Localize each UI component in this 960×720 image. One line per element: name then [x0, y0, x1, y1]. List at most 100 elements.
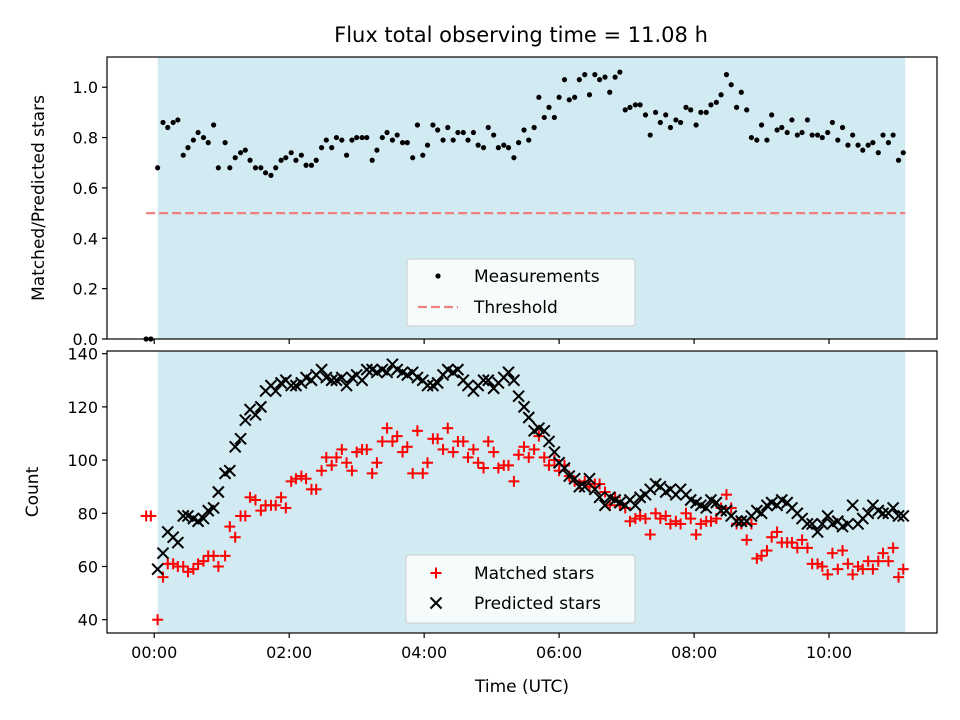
y-tick-label: 0.6	[73, 179, 98, 198]
matched-star-point	[872, 555, 884, 567]
y-tick-label: 0.8	[73, 129, 98, 148]
y-tick-label: 120	[67, 398, 98, 417]
predicted-star-point	[629, 499, 642, 512]
measurement-point	[455, 129, 461, 136]
predicted-star-point	[735, 515, 748, 528]
measurement-point	[546, 104, 552, 110]
matched-star-point	[336, 443, 348, 455]
predicted-star-point	[588, 483, 602, 496]
measurement-point	[333, 134, 340, 141]
predicted-star-point	[380, 366, 394, 379]
measurement-point	[283, 155, 289, 161]
matched-star-point	[255, 505, 267, 517]
matched-star-point	[644, 529, 656, 541]
measurement-point	[885, 140, 892, 146]
matched-star-point	[893, 571, 905, 583]
predicted-star-point	[340, 379, 353, 392]
measurement-point	[632, 102, 638, 108]
measurement-point	[258, 165, 264, 171]
y-tick-label: 1.0	[73, 78, 98, 97]
matched-star-point	[523, 451, 535, 463]
predicted-star-point	[421, 379, 434, 392]
measurement-point	[576, 77, 582, 83]
predicted-star-point	[197, 512, 210, 525]
matched-star-point	[224, 521, 236, 533]
legend-measurements-label: Measurements	[474, 267, 600, 287]
measurement-point	[313, 157, 319, 163]
matched-star-point	[862, 555, 874, 567]
measurement-point	[642, 112, 649, 118]
predicted-star-point	[730, 515, 743, 528]
measurement-point	[185, 145, 191, 151]
matched-star-point	[381, 422, 393, 434]
measurement-point	[470, 129, 477, 136]
matched-star-point	[741, 534, 753, 546]
matched-star-point	[295, 470, 307, 482]
figure-title: Flux total observing time = 11.08 h	[334, 23, 708, 47]
measurement-point	[784, 129, 790, 136]
matched-star-point	[219, 550, 231, 562]
measurement-point	[215, 165, 221, 171]
matched-star-point	[812, 558, 824, 570]
measurement-point	[667, 124, 674, 131]
measurement-point	[501, 142, 507, 148]
top-legend-box	[406, 258, 636, 327]
predicted-star-point	[451, 363, 465, 376]
predicted-star-point	[482, 374, 495, 387]
matched-star-point	[771, 526, 783, 538]
matched-star-point	[503, 459, 515, 471]
x-tick-label: 00:00	[131, 643, 177, 662]
matched-star-point	[751, 553, 763, 565]
predicted-star-point	[542, 435, 556, 448]
matched-star-point	[320, 451, 332, 463]
measurement-point	[850, 132, 856, 138]
predicted-star-point	[821, 509, 834, 523]
matched-star-point	[745, 518, 757, 530]
predicted-star-point	[269, 384, 282, 398]
measurement-point	[379, 134, 385, 141]
measurement-point	[369, 157, 375, 163]
predicted-star-point	[573, 480, 586, 493]
matched-star-point	[670, 515, 682, 527]
predicted-star-point	[512, 390, 525, 403]
matched-star-point	[366, 467, 378, 479]
measurement-point	[505, 145, 512, 151]
measurement-point	[485, 124, 491, 131]
measurement-point	[637, 102, 643, 108]
measurement-point	[238, 150, 244, 156]
legend-threshold-label: Threshold	[473, 298, 558, 318]
matched-star-point	[882, 555, 894, 567]
measurement-point	[205, 140, 211, 146]
x-axis-label: Time (UTC)	[474, 677, 569, 697]
matched-star-point	[182, 566, 194, 578]
matched-star-point	[832, 563, 844, 575]
measurement-point	[536, 94, 542, 100]
matched-star-point	[462, 451, 474, 463]
matched-star-point	[518, 441, 530, 453]
x-tick-label: 02:00	[266, 643, 312, 662]
matched-star-point	[437, 443, 449, 455]
measurement-point	[728, 82, 734, 88]
measurement-point	[723, 72, 730, 78]
measurement-point	[460, 129, 466, 136]
predicted-star-point	[254, 400, 268, 414]
matched-star-point	[457, 435, 469, 447]
measurement-point	[663, 112, 669, 118]
matched-star-point	[852, 560, 864, 572]
matched-star-point	[528, 443, 540, 455]
measurement-point	[414, 122, 421, 128]
bottom-y-axis-ticks: 40 60 80 100 120 140	[67, 345, 107, 630]
predicted-star-point	[548, 445, 561, 459]
matched-star-point	[411, 425, 423, 437]
predicted-star-point	[517, 400, 531, 414]
matched-star-point	[442, 422, 454, 434]
measurement-point	[769, 112, 775, 118]
measurement-point	[394, 132, 400, 138]
predicted-star-point	[558, 461, 571, 475]
matched-star-point	[192, 558, 204, 570]
measurement-point	[526, 137, 532, 143]
matched-star-point	[513, 449, 525, 461]
measurement-point	[870, 140, 876, 146]
measurement-point	[819, 134, 825, 141]
predicted-star-point	[502, 366, 515, 379]
